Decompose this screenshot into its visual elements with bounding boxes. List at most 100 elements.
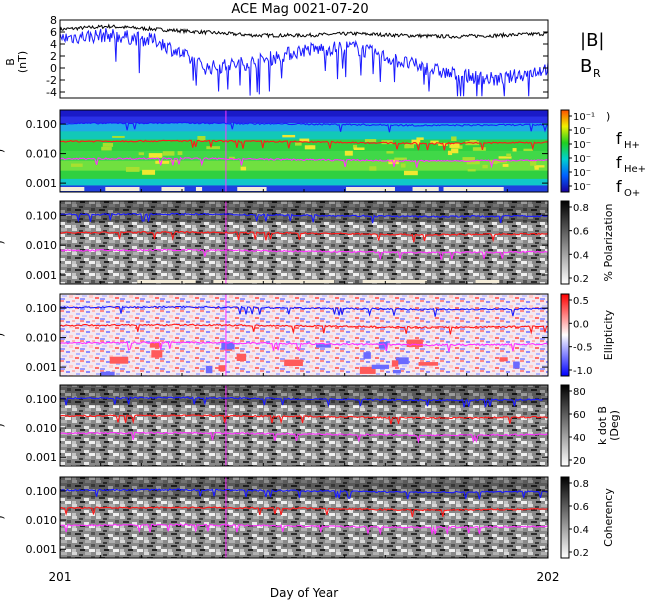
data-gap (213, 280, 272, 283)
colorbar-tick-label: 40 (573, 433, 586, 444)
colorbar-tick-label: 0.6 (573, 227, 589, 238)
colorbar-tick-label: 80 (573, 387, 586, 398)
data-gap (137, 280, 196, 283)
heatmap-cell (416, 137, 424, 140)
data-gap (468, 187, 504, 191)
heatmap-cell (482, 164, 488, 169)
heatmap-cell (388, 159, 399, 165)
heatmap-band (60, 151, 548, 162)
heatmap-cell (109, 356, 129, 364)
y-axis-label-nt: (nT) (16, 51, 29, 73)
heatmap-cell (451, 136, 457, 141)
data-gap (460, 187, 469, 191)
colorbar-tick-label: 10⁻¹ (573, 112, 595, 123)
colorbar-tick-label: 0.0 (573, 319, 589, 330)
colorbar-title: k dot B (596, 406, 609, 445)
heatmap-cell (218, 365, 226, 372)
heatmap-cell (472, 147, 486, 151)
heatmap-cell (381, 140, 393, 145)
legend-f-o-plus: f (616, 177, 622, 196)
legend-b-total: |B| (580, 30, 604, 51)
legend-f-h-plus: f (616, 129, 622, 148)
heatmap-cell (177, 151, 183, 156)
heatmap-cell (498, 156, 512, 159)
series-line-f-he-plus (59, 323, 549, 335)
colorbar-title: ) (606, 110, 610, 123)
data-gap (195, 187, 203, 191)
heatmap-shade (60, 385, 548, 406)
heatmap-cell (299, 138, 310, 143)
heatmap-cell (315, 344, 331, 348)
heatmap-cell (353, 147, 365, 150)
heatmap-cell (406, 339, 423, 348)
data-gap (346, 187, 363, 191)
spectrogram-panel-4: 0.100 0.010 0.001) 80 60 40 20 k dot B(Deg) (0, 384, 621, 467)
heatmap-cell (236, 353, 247, 361)
heatmap-cell (155, 160, 170, 164)
heatmap-cell (148, 153, 163, 158)
heatmap-band (60, 139, 548, 152)
colorbar-tick-label: 10⁻ (573, 126, 591, 137)
heatmap-cell (499, 357, 508, 362)
y-axis-label-fragment: ) (0, 149, 6, 153)
series-line-b-r (59, 28, 549, 97)
heatmap-cell (530, 160, 537, 166)
series-line-f-o-plus (59, 156, 549, 169)
heatmap-cell (284, 359, 303, 367)
heatmap-cell (447, 150, 453, 156)
heatmap-cell (411, 139, 421, 145)
spectrogram-panel-3: 0.100 0.010 0.001) 0.5 0.0 -0.5 -1.0 Ellipticit… (0, 293, 615, 377)
y-tick-label: 0.100 (26, 302, 58, 315)
y-axis-label-b: B (4, 58, 17, 66)
heatmap-cell (282, 134, 296, 138)
series-line-f-he-plus (59, 506, 549, 518)
heatmap-cell (403, 170, 418, 176)
colorbar (560, 293, 570, 377)
data-gap (110, 187, 127, 191)
data-gap (161, 187, 185, 191)
heatmap-cell (125, 166, 140, 172)
heatmap-cell (534, 165, 539, 170)
heatmap-cell (149, 342, 161, 348)
series-line-f-he-plus (59, 139, 549, 151)
y-tick-label: 0.010 (26, 239, 58, 252)
heatmap-cell (221, 342, 235, 350)
heatmap-band (60, 178, 548, 186)
colorbar-tick-label: 10⁻ (573, 168, 591, 179)
legend-f-he-plus: f (616, 153, 622, 172)
colorbar-tick-label: 0.2 (573, 548, 589, 559)
y-tick-label: -2 (46, 74, 57, 87)
colorbar-tick-label: 0.2 (573, 274, 589, 285)
y-tick-label: 0.100 (26, 485, 58, 498)
heatmap-cell (404, 143, 415, 149)
y-tick-label: 0.001 (26, 361, 58, 374)
heatmap-cell (512, 148, 517, 152)
chart-title: ACE Mag 0021-07-20 (231, 2, 368, 17)
heatmap-band (60, 116, 548, 124)
heatmap-cell (352, 144, 358, 150)
heatmap-cell (386, 151, 394, 154)
heatmap-band (60, 185, 548, 193)
y-tick-label: 0.100 (26, 209, 58, 222)
data-gap (443, 187, 457, 191)
y-tick-label: 2 (50, 50, 57, 63)
legend-subscript-f-h-plus: H+ (624, 140, 640, 151)
y-tick-label: 0.010 (26, 148, 58, 161)
y-tick-label: -4 (46, 86, 57, 99)
colorbar-tick-label: 0.4 (573, 525, 589, 536)
heatmap-cell (378, 341, 388, 349)
y-tick-label: 6 (50, 26, 57, 39)
y-tick-label: 0.001 (26, 177, 58, 190)
spectrogram-panel-2: 0.100 0.010 0.001) 0.8 0.6 0.4 0.2 % Polarizati… (0, 200, 615, 285)
heatmap-cell (205, 365, 213, 374)
heatmap-cell (101, 146, 112, 151)
series-line-f-h-plus (59, 121, 549, 133)
heatmap-cell (359, 366, 376, 374)
colorbar-tick-label: 10⁻ (573, 182, 591, 193)
y-tick-label: 0.001 (26, 269, 58, 282)
heatmap-cell (142, 169, 156, 175)
data-gap (237, 187, 267, 191)
heatmap-cell (151, 350, 163, 358)
